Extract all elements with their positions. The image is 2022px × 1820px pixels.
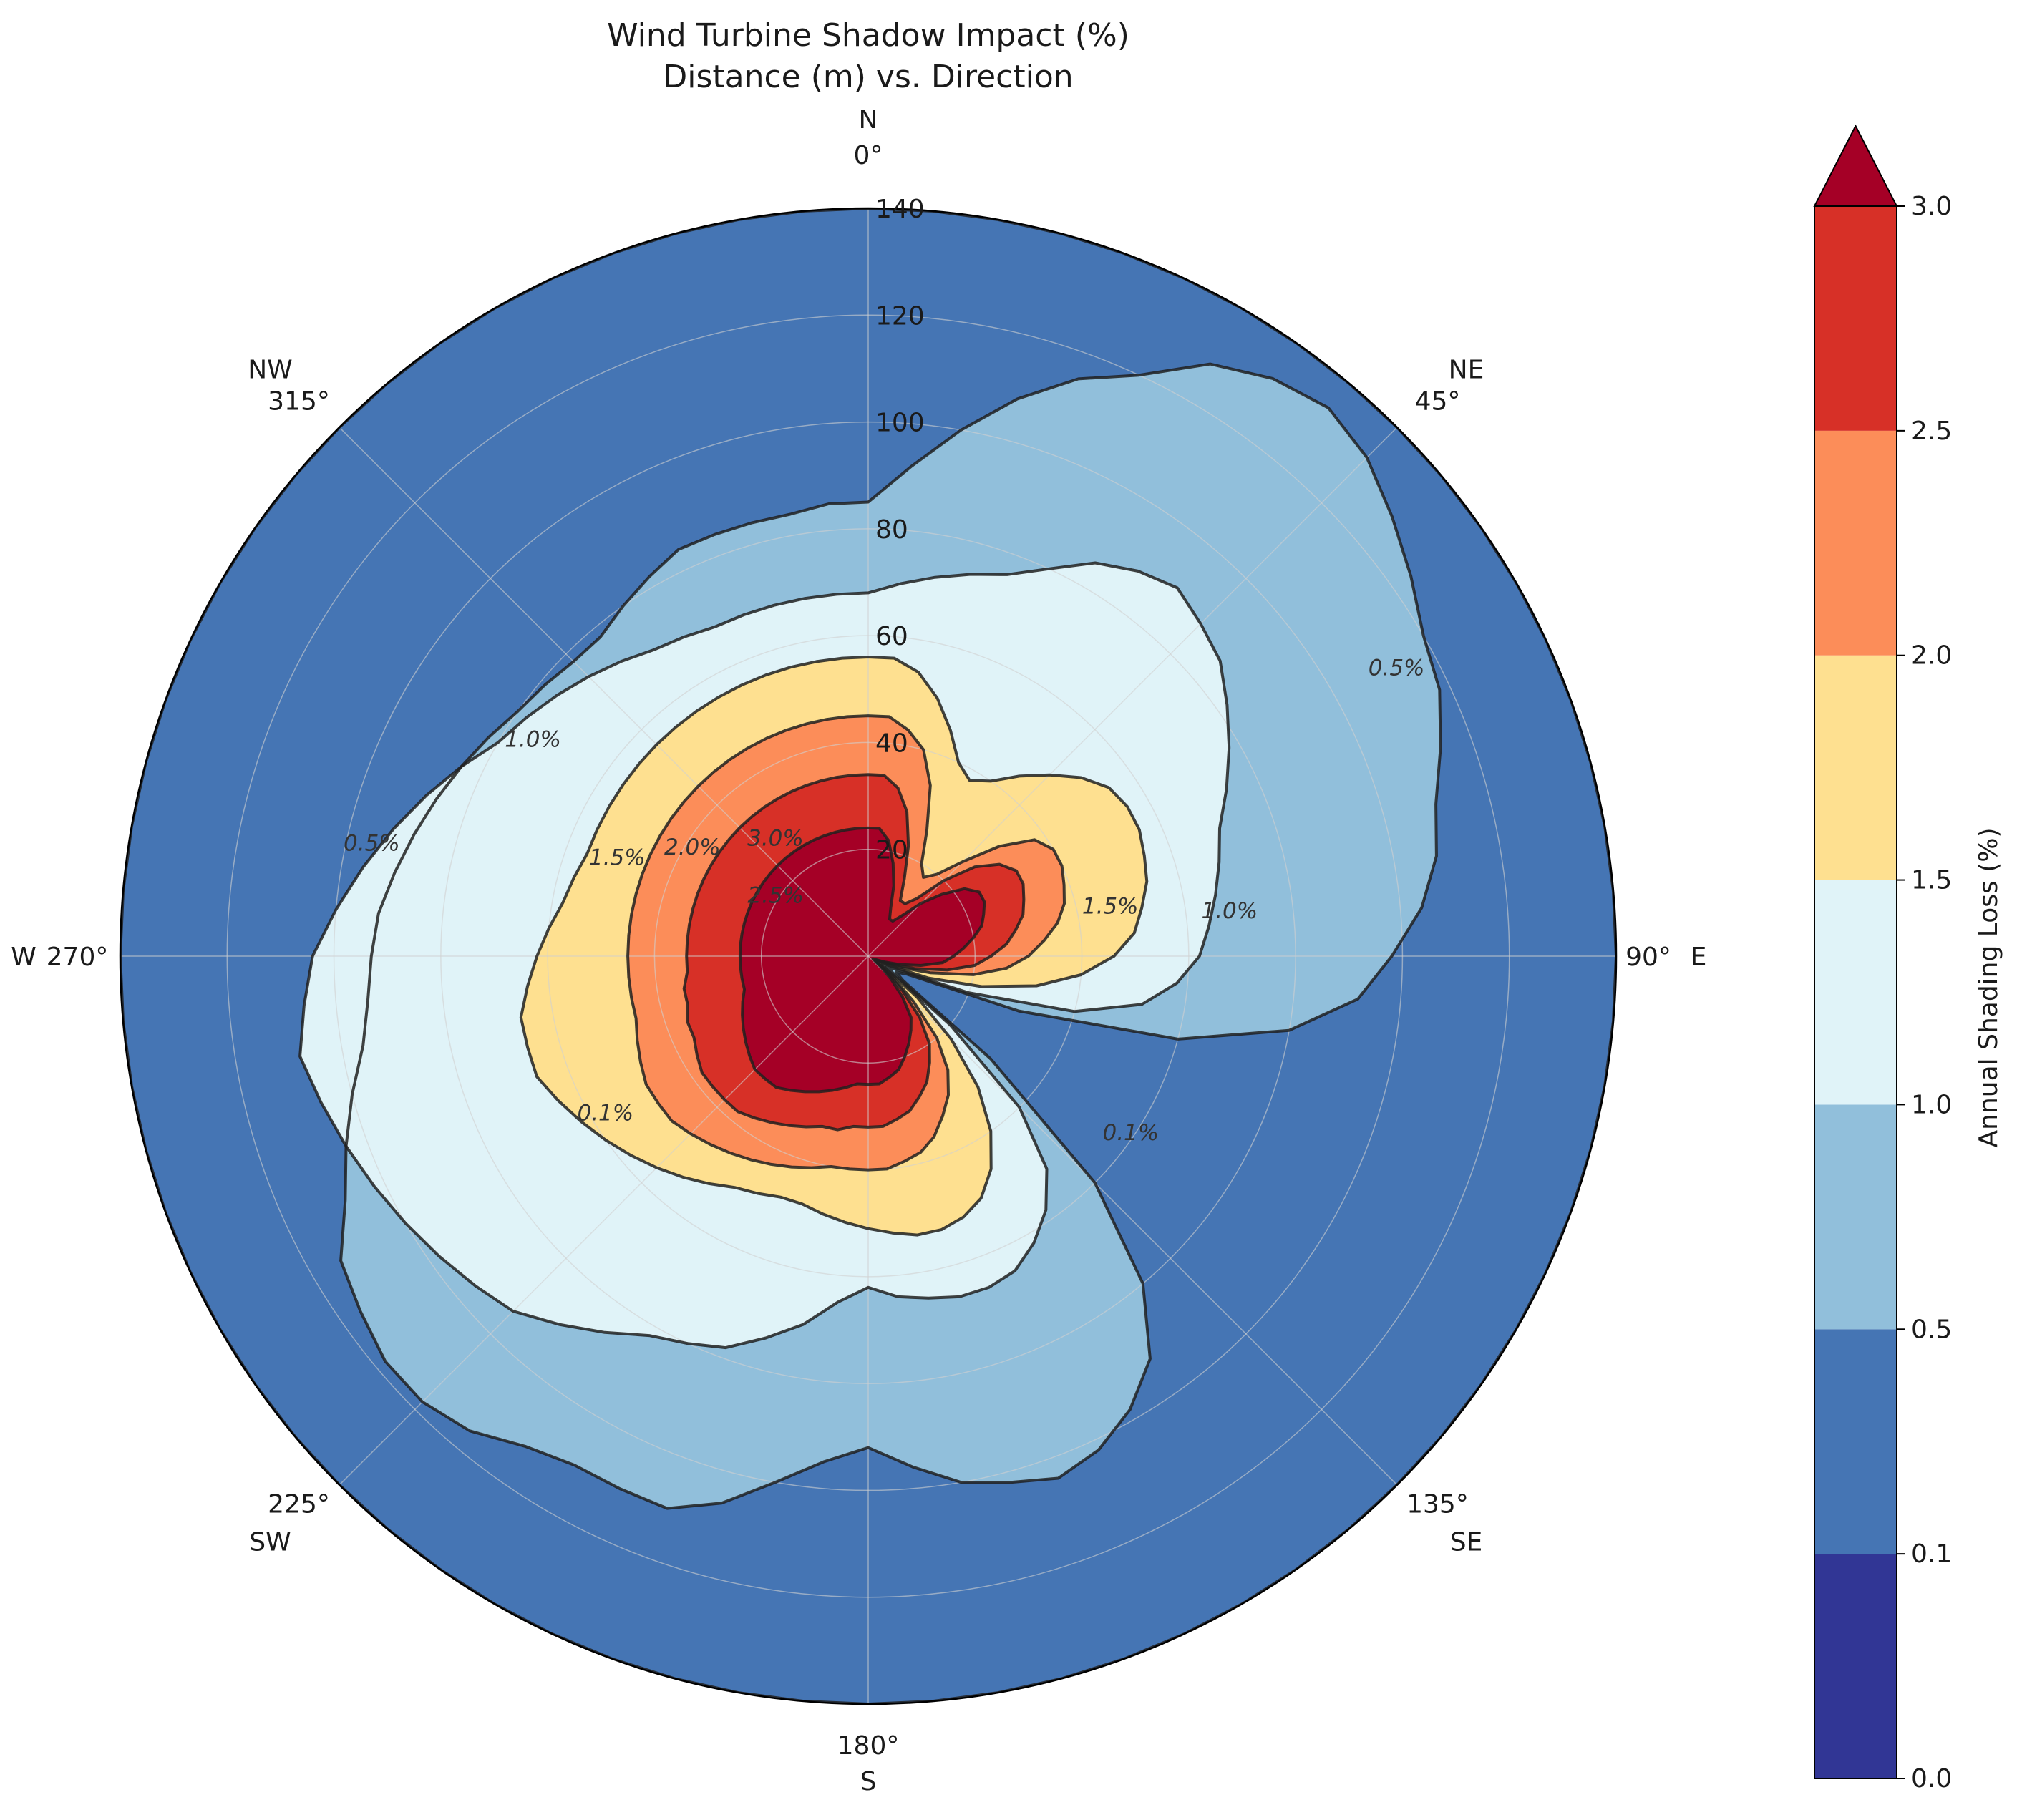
compass-label-SE: SE — [1450, 1527, 1483, 1557]
chart-title: Wind Turbine Shadow Impact (%) — [607, 17, 1129, 54]
colorbar-label: Annual Shading Loss (%) — [1974, 828, 2003, 1148]
polar-outer-border — [119, 207, 1618, 1705]
colorbar-tick-label-0.1: 0.1 — [1911, 1539, 1952, 1569]
colorbar-tick-label-3.0: 3.0 — [1911, 192, 1952, 221]
colorbar-extend-max — [1813, 124, 1898, 207]
contour-label-1.0%: 1.0% — [505, 726, 561, 752]
compass-label-E: E — [1691, 943, 1707, 972]
contour-labels: 0.1% 0.1% 0.5% 0.5% 1.0% 1.0% 1.5% 1.5% 2.0% 2.5%… — [344, 656, 1425, 1146]
angular-gridline-45 — [867, 427, 1398, 957]
contour-line-3.0% — [738, 826, 986, 1094]
contour-label-3.0%: 3.0% — [747, 826, 804, 852]
radial-tick-label-140: 140 — [875, 195, 925, 224]
angle-tick-label-315: 315° — [268, 387, 330, 417]
angle-tick-label-45: 45° — [1415, 387, 1461, 417]
angle-tick-label-90: 90° — [1625, 943, 1671, 972]
contour-line-0.5% — [339, 362, 1442, 1510]
polar-plot-area: 20 40 60 80 100 120 140 0° N 45°NE 90° E 135° SE 180° S… — [11, 105, 1706, 1796]
angular-gridline-225 — [339, 955, 869, 1486]
contour-label-0.5%: 0.5% — [344, 831, 400, 857]
angle-tick-label-225: 225° — [268, 1489, 330, 1519]
contour-line-1.0% — [298, 561, 1231, 1350]
compass-label-W: W — [11, 943, 37, 972]
angle-tick-label-180: 180° — [837, 1731, 900, 1761]
contour-label-2.5%: 2.5% — [747, 882, 804, 908]
contour-label-0.1%: 0.1% — [577, 1100, 633, 1126]
colorbar-swatch-5 — [1814, 430, 1897, 656]
chart-subtitle: Distance (m) vs. Direction — [663, 59, 1073, 95]
contour-line-2.0% — [626, 714, 1066, 1172]
colorbar-frame — [1814, 205, 1897, 1779]
polar-grid — [120, 208, 1616, 1704]
contour-label-2.0%: 2.0% — [664, 834, 721, 860]
colorbar-swatch-2 — [1814, 1104, 1897, 1330]
colorbar-swatch-1 — [1814, 1329, 1897, 1554]
colorbar-swatch-6 — [1814, 206, 1897, 431]
colorbar-tick-label-1.0: 1.0 — [1911, 1090, 1952, 1119]
contour-label-0.1%: 0.1% — [1102, 1120, 1159, 1146]
compass-label-SW: SW — [249, 1527, 291, 1557]
angle-tick-label-270: 270° — [47, 943, 109, 972]
colorbar-tick-label-2.0: 2.0 — [1911, 641, 1952, 671]
colorbar-swatch-3 — [1814, 880, 1897, 1105]
contour-label-1.5%: 1.5% — [589, 845, 646, 870]
radial-tick-label-120: 120 — [875, 301, 925, 331]
radial-tick-label-40: 40 — [875, 729, 908, 758]
radial-tick-label-80: 80 — [875, 515, 908, 545]
compass-label-N: N — [859, 105, 878, 135]
contour-line-2.5% — [682, 773, 1026, 1132]
contour-label-0.5%: 0.5% — [1369, 656, 1425, 681]
radial-tick-label-100: 100 — [875, 409, 925, 438]
colorbar-tick-label-0.5: 0.5 — [1911, 1315, 1952, 1344]
contour-label-1.0%: 1.0% — [1201, 898, 1258, 924]
angle-tick-label-0: 0° — [854, 141, 883, 170]
colorbar-tick-label-0.0: 0.0 — [1911, 1764, 1952, 1794]
radial-tick-label-20: 20 — [875, 836, 908, 865]
compass-label-NE: NE — [1449, 356, 1484, 385]
angular-gridline-315 — [339, 427, 869, 957]
colorbar-swatch-0 — [1814, 1554, 1897, 1778]
contour-band-7 — [739, 827, 985, 1092]
compass-label-S: S — [860, 1767, 877, 1796]
colorbar-tick-label-2.5: 2.5 — [1911, 417, 1952, 446]
colorbar-tick-label-1.5: 1.5 — [1911, 866, 1952, 895]
radial-tick-label-60: 60 — [875, 622, 908, 651]
colorbar-swatch-4 — [1814, 655, 1897, 880]
contour-line-1.5% — [519, 656, 1149, 1237]
angle-tick-label-135: 135° — [1406, 1489, 1469, 1519]
angular-gridline-135 — [867, 955, 1398, 1486]
compass-label-NW: NW — [248, 356, 293, 385]
colorbar: 0.0 0.1 0.5 1.0 1.5 2.0 2.5 3.0 — [1813, 124, 1952, 1794]
angle-tick-labels: 0° N 45°NE 90° E 135° SE 180° S 225° SW 270° W 315°NW — [11, 105, 1706, 1796]
radial-tick-labels: 20 40 60 80 100 120 140 — [875, 195, 925, 865]
contour-label-1.5%: 1.5% — [1082, 893, 1139, 919]
